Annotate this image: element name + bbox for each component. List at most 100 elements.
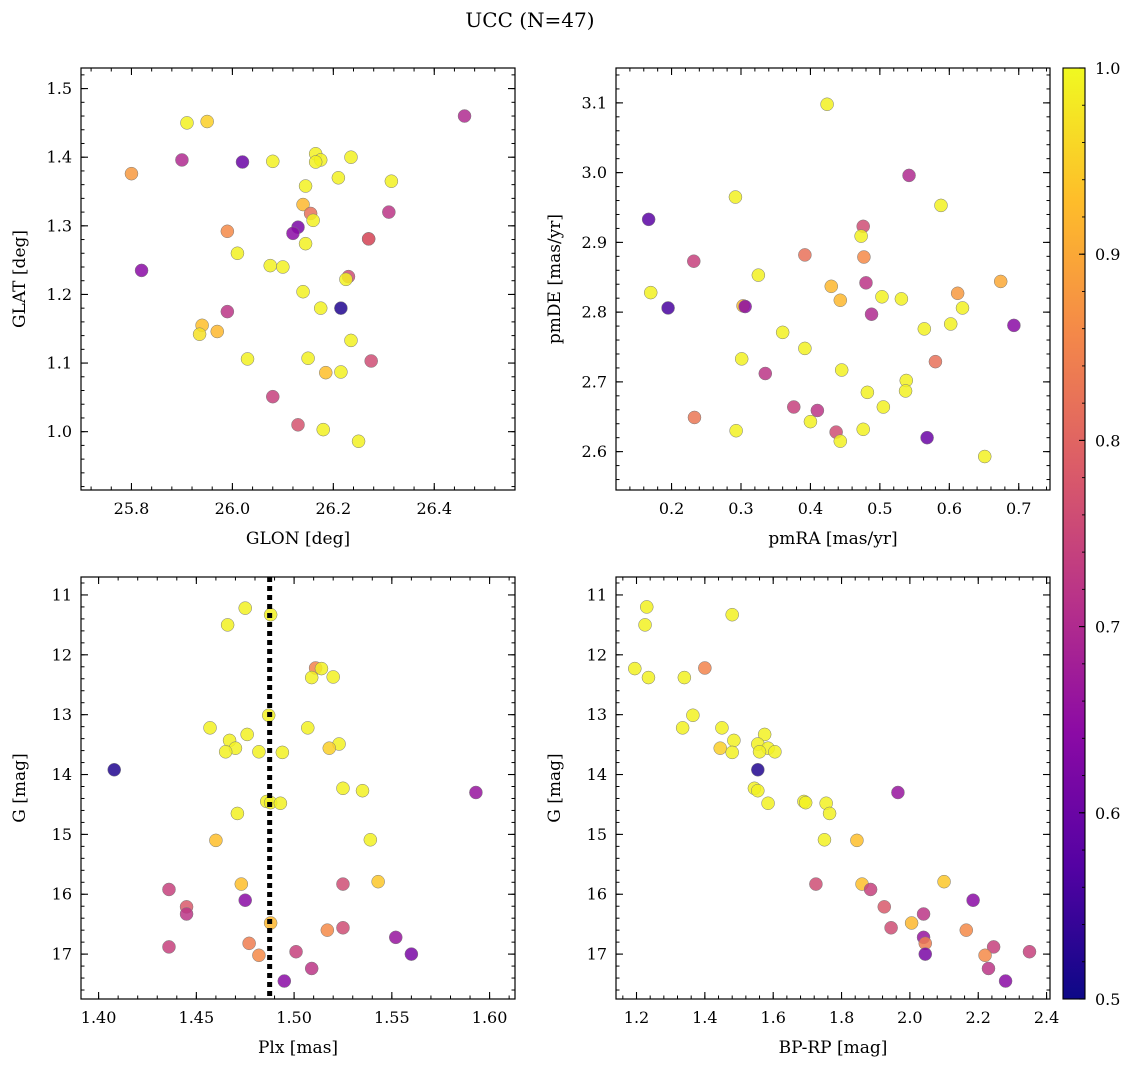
- scatter-point: [314, 661, 329, 676]
- scatter-point: [234, 877, 249, 891]
- scatter-point: [916, 907, 931, 921]
- scatter-point: [266, 154, 280, 169]
- y-tick-label: 1.5: [47, 79, 72, 98]
- scatter-points: [124, 109, 472, 449]
- x-axis-label: Plx [mas]: [258, 1038, 338, 1058]
- scatter-point: [298, 179, 313, 193]
- scatter-point: [751, 783, 765, 798]
- scatter-point: [727, 733, 741, 748]
- y-tick-label: 12: [52, 645, 72, 664]
- scatter-point: [640, 600, 654, 614]
- scatter-point: [729, 423, 743, 438]
- scatter-point: [833, 293, 848, 308]
- y-tick-label: 2.6: [582, 442, 607, 461]
- scatter-point: [336, 781, 350, 796]
- scatter-point: [917, 322, 932, 336]
- scatter-point: [469, 785, 483, 800]
- scatter-point: [875, 290, 889, 304]
- scatter-point: [738, 299, 752, 314]
- scatter-point: [180, 116, 194, 130]
- scatter-point: [388, 930, 403, 945]
- x-tick-label: 0.3: [728, 499, 753, 518]
- scatter-point: [863, 882, 878, 897]
- scatter-point: [304, 670, 319, 685]
- x-tick-label: 1.60: [472, 1008, 508, 1027]
- scatter-point: [894, 292, 909, 306]
- scatter-point: [355, 783, 370, 798]
- y-tick-label: 13: [52, 705, 72, 724]
- scatter-point: [200, 114, 214, 129]
- scatter-point: [675, 721, 690, 735]
- scatter-point: [263, 258, 277, 273]
- colorbar-tick-label: 0.5: [1095, 990, 1120, 1009]
- scatter-point: [220, 304, 235, 319]
- scatter-point: [304, 961, 319, 976]
- axes-frame: [615, 67, 1051, 491]
- y-tick-label: 15: [587, 825, 607, 844]
- scatter-point: [134, 263, 149, 278]
- scatter-point: [326, 670, 340, 684]
- scatter-point: [822, 806, 837, 821]
- scatter-point: [641, 212, 656, 227]
- scatter-point: [230, 246, 245, 261]
- scatter-points: [107, 601, 483, 988]
- scatter-points: [641, 97, 1021, 464]
- scatter-point: [768, 745, 782, 759]
- colorbar-tick-label: 0.9: [1095, 245, 1120, 264]
- scatter-point: [252, 948, 266, 963]
- scatter-point: [210, 324, 225, 339]
- scatter-point: [384, 174, 399, 188]
- scatter-point: [301, 351, 315, 366]
- scatter-point: [240, 352, 255, 366]
- scatter-point: [404, 947, 419, 961]
- y-tick-label: 12: [587, 645, 607, 664]
- scatter-point: [296, 197, 310, 212]
- y-tick-label: 11: [52, 585, 72, 604]
- scatter-point: [902, 168, 916, 183]
- scatter-point: [876, 400, 891, 414]
- axes-frame: [80, 576, 516, 1000]
- scatter-point: [955, 301, 970, 315]
- scatter-point: [638, 618, 652, 632]
- scatter-point: [336, 921, 350, 935]
- scatter-point: [859, 276, 873, 290]
- scatter-point: [230, 806, 245, 821]
- scatter-point: [993, 274, 1008, 289]
- scatter-point: [316, 422, 330, 437]
- scatter-point: [162, 882, 176, 897]
- scatter-point: [1022, 944, 1037, 959]
- scatter-point: [306, 213, 320, 228]
- scatter-point: [884, 921, 898, 935]
- scatter-point: [834, 363, 849, 377]
- scatter-point: [266, 389, 280, 404]
- colorbar-tick-label: 0.7: [1095, 618, 1120, 637]
- scatter-point: [752, 745, 767, 759]
- scatter-point: [715, 721, 729, 735]
- x-tick-label: 2.0: [897, 1008, 922, 1027]
- scatter-point: [978, 948, 992, 963]
- x-tick-label: 1.55: [374, 1008, 410, 1027]
- y-tick-label: 1.2: [47, 285, 72, 304]
- y-tick-label: 17: [587, 945, 607, 964]
- scatter-point: [986, 940, 1001, 954]
- scatter-point: [179, 907, 194, 921]
- scatter-point: [320, 923, 335, 937]
- colorbar-gradient: [1062, 67, 1086, 1000]
- x-tick-label: 26.0: [215, 499, 251, 518]
- scatter-point: [277, 974, 292, 988]
- scatter-point: [322, 741, 337, 755]
- x-tick-label: 1.50: [276, 1008, 312, 1027]
- y-tick-label: 16: [587, 885, 607, 904]
- scatter-point: [361, 232, 376, 246]
- y-tick-label: 2.7: [582, 372, 607, 391]
- scatter-point: [775, 325, 790, 340]
- y-axis-label: pmDE [mas/yr]: [545, 214, 565, 344]
- y-tick-label: 1.0: [47, 422, 72, 441]
- scatter-point: [864, 307, 879, 321]
- scatter-point: [661, 301, 675, 315]
- x-tick-label: 1.2: [624, 1008, 649, 1027]
- scatter-point: [920, 430, 934, 445]
- scatter-point: [761, 796, 775, 811]
- x-tick-label: 1.4: [692, 1008, 717, 1027]
- colorbar-tick-label: 1.0: [1095, 59, 1120, 78]
